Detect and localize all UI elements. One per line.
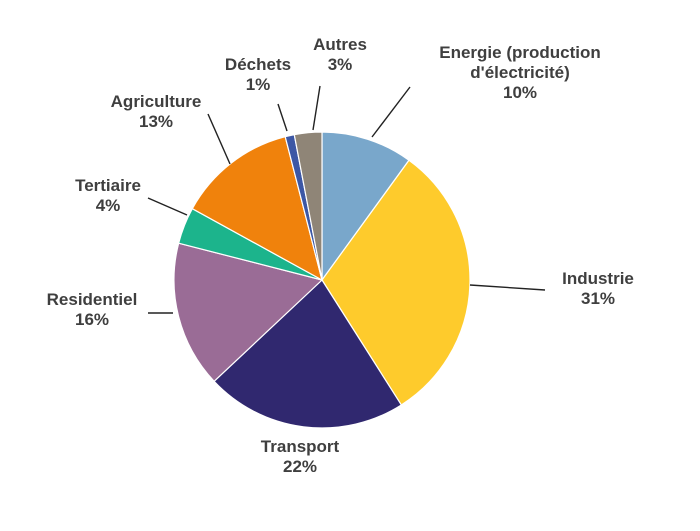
slice-category-label: Autres xyxy=(313,35,367,54)
slice-value-label: 16% xyxy=(75,310,109,329)
leader-line-energie-production xyxy=(371,86,411,138)
slice-category-label: Industrie xyxy=(562,269,634,288)
pie-slice-agriculture xyxy=(191,135,323,282)
slices-layer xyxy=(173,131,471,429)
slice-category-label: Agriculture xyxy=(111,92,202,111)
slice-value-label: 4% xyxy=(96,196,121,215)
leader-line-dechets xyxy=(277,103,288,132)
pie-slice-autres xyxy=(293,131,323,281)
slice-value-label: 1% xyxy=(246,75,271,94)
slice-category-label: Tertiaire xyxy=(75,176,141,195)
slice-category-label: Transport xyxy=(261,437,340,456)
slice-value-label: 22% xyxy=(283,457,317,476)
pie-slice-residentiel xyxy=(173,242,324,383)
slice-value-label: 31% xyxy=(581,289,615,308)
pie-slice-energie-production xyxy=(321,131,410,282)
slice-category-label: Residentiel xyxy=(47,290,138,309)
leader-lines-layer xyxy=(147,85,546,314)
slice-value-label: 10% xyxy=(503,83,537,102)
leader-line-tertiaire xyxy=(147,197,188,216)
pie-slice-transport xyxy=(213,279,403,429)
slice-category-label: Energie (production xyxy=(439,43,601,62)
leader-line-autres xyxy=(312,85,321,131)
slice-category-label: Déchets xyxy=(225,55,291,74)
slice-value-label: 13% xyxy=(139,112,173,131)
slice-value-label: 3% xyxy=(328,55,353,74)
leader-line-industrie xyxy=(469,284,546,291)
slice-category-label: d'électricité) xyxy=(470,63,569,82)
pie-slice-industrie xyxy=(321,159,471,406)
leader-line-agriculture xyxy=(207,113,231,165)
